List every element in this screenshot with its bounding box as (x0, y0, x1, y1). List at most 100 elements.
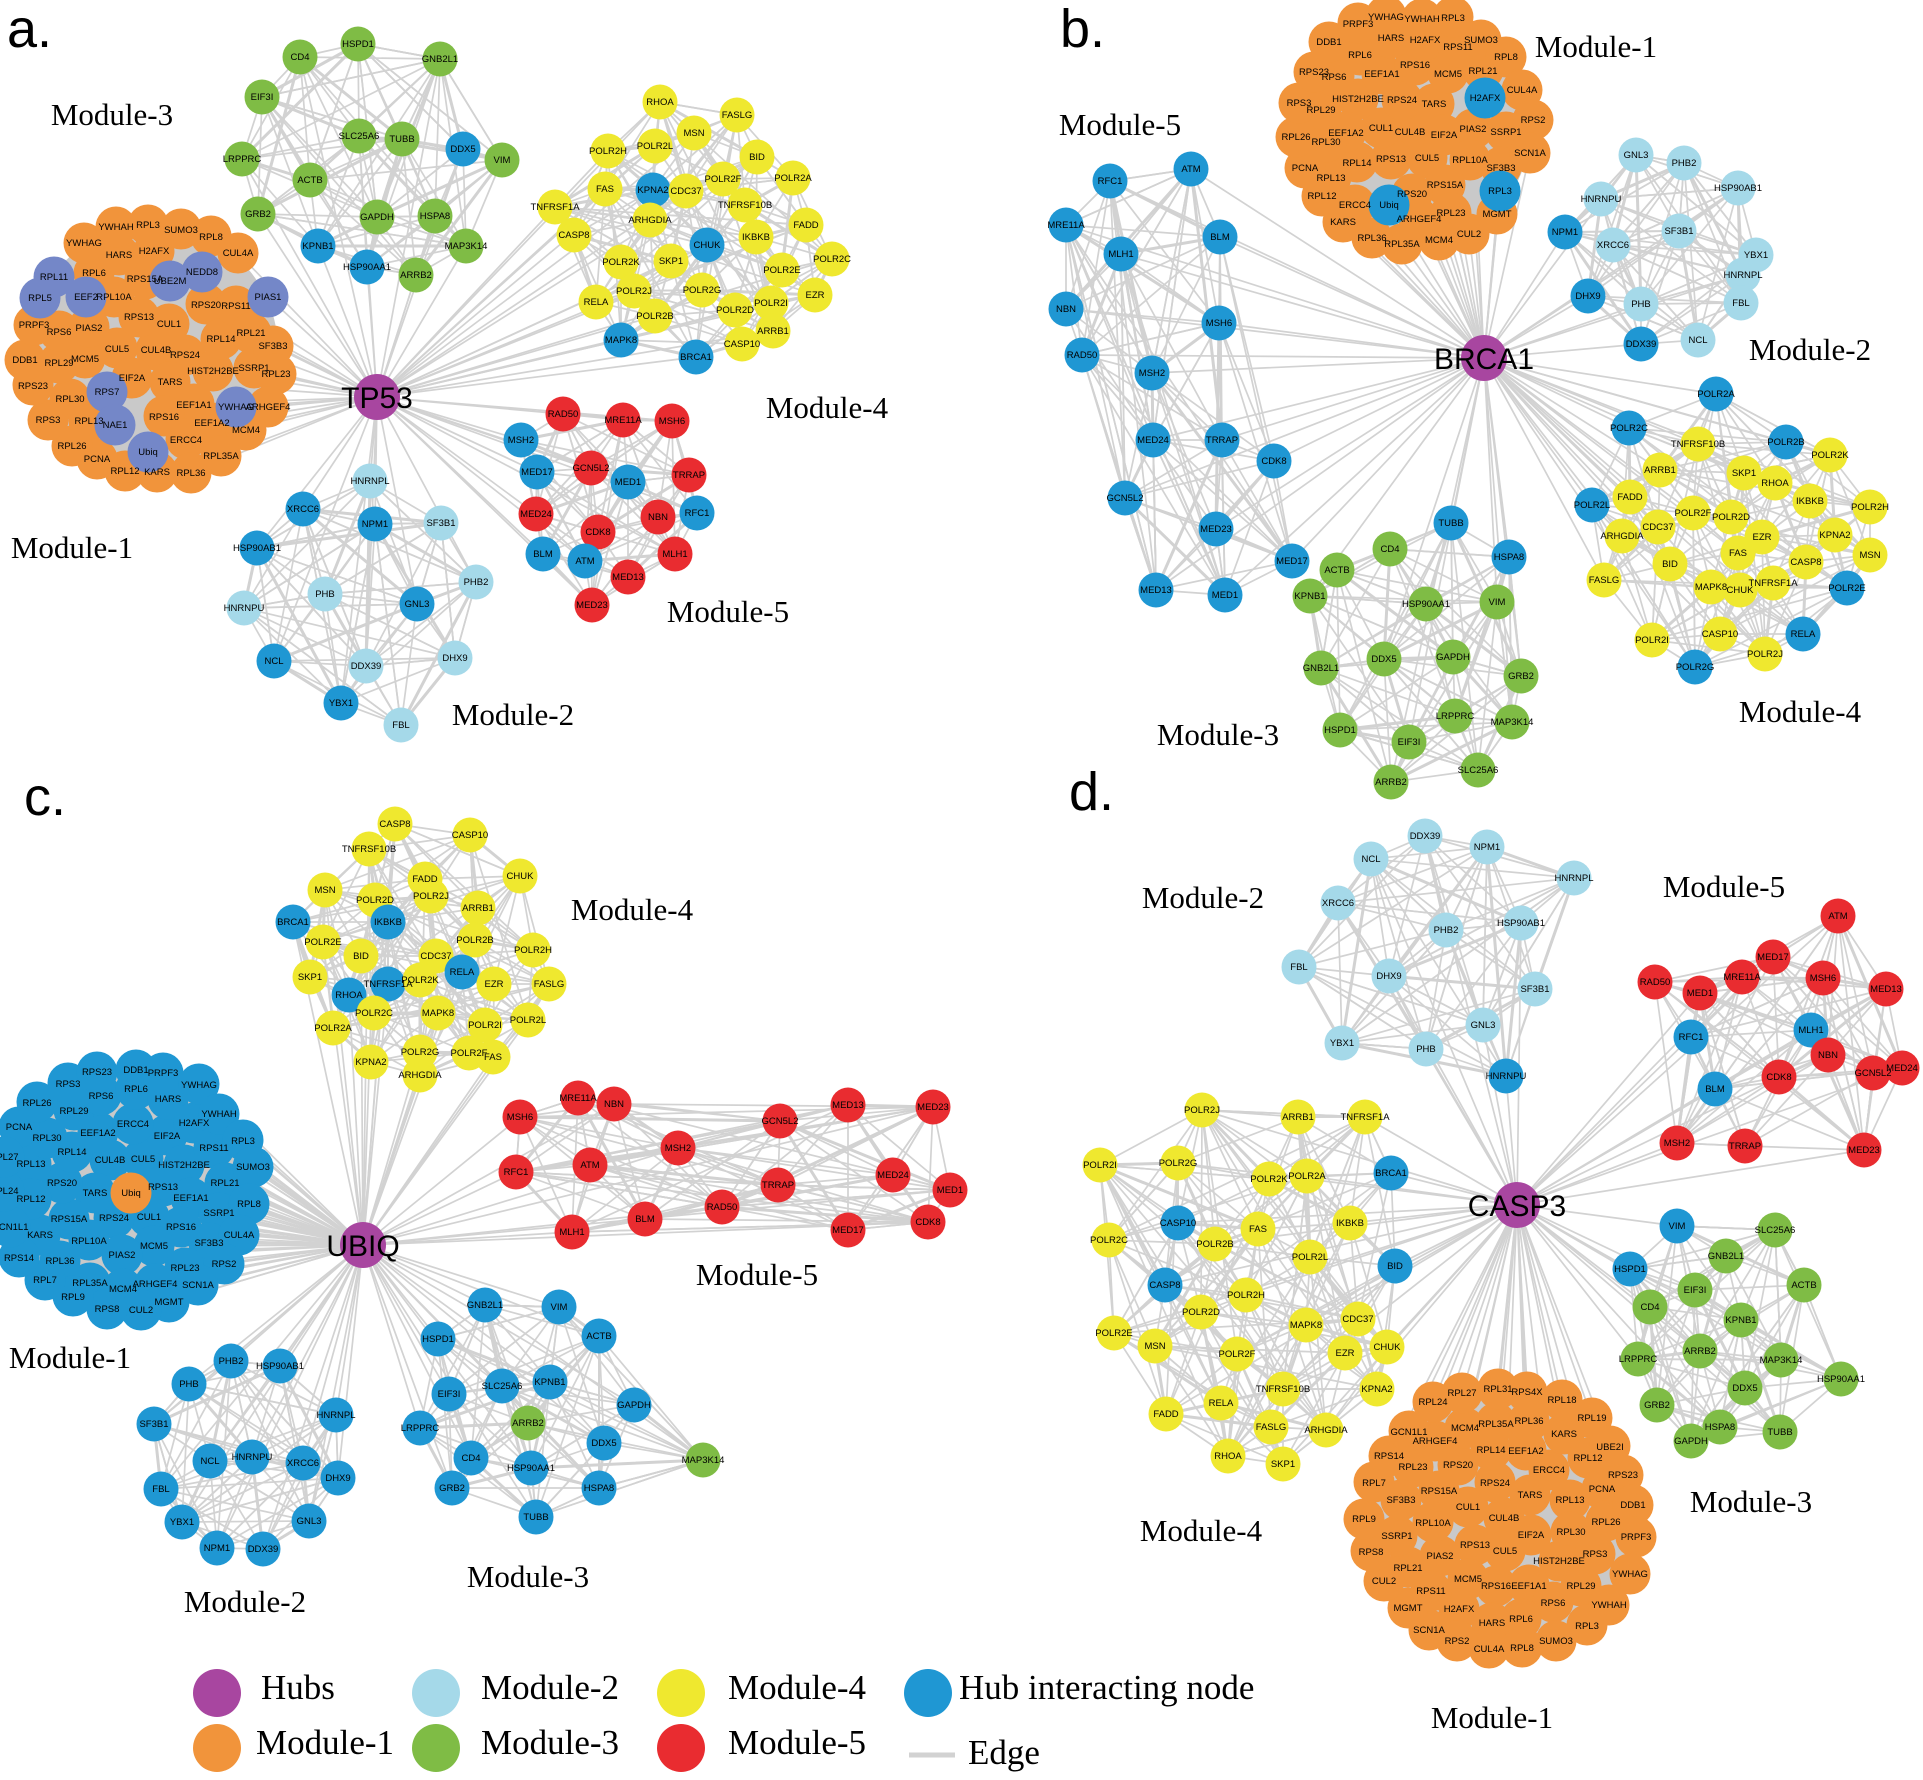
svg-text:CUL4B: CUL4B (1395, 127, 1426, 138)
svg-text:Module-2: Module-2 (184, 1584, 306, 1619)
svg-text:MED13: MED13 (832, 1100, 864, 1111)
svg-text:GNL3: GNL3 (297, 1516, 322, 1527)
svg-text:FADD: FADD (412, 874, 437, 885)
svg-text:TARS: TARS (83, 1188, 108, 1199)
svg-text:BLM: BLM (635, 1214, 655, 1225)
svg-text:RPL14: RPL14 (57, 1147, 86, 1158)
svg-text:MED13: MED13 (1140, 585, 1172, 596)
svg-text:DDX39: DDX39 (351, 661, 382, 672)
svg-text:RPL35A: RPL35A (1478, 1419, 1514, 1430)
svg-text:TUBB: TUBB (389, 134, 414, 145)
svg-text:RPL27: RPL27 (1447, 1388, 1476, 1399)
svg-text:KPNB1: KPNB1 (1725, 1315, 1756, 1326)
svg-text:EIF3I: EIF3I (1398, 737, 1421, 748)
svg-text:RPL3: RPL3 (136, 220, 160, 231)
svg-text:RPL29: RPL29 (59, 1106, 88, 1117)
svg-text:MED23: MED23 (576, 600, 608, 611)
svg-text:CDK8: CDK8 (1766, 1072, 1791, 1083)
svg-text:CD4: CD4 (290, 52, 309, 63)
svg-text:PCNA: PCNA (1589, 1484, 1616, 1495)
svg-text:GAPDH: GAPDH (1436, 652, 1470, 663)
svg-text:POLR2G: POLR2G (1676, 662, 1715, 673)
svg-text:MSH6: MSH6 (1810, 973, 1836, 984)
svg-text:PRPF3: PRPF3 (19, 320, 50, 331)
svg-text:RAD50: RAD50 (707, 1202, 738, 1213)
svg-text:SKP1: SKP1 (659, 256, 683, 267)
svg-text:SCN1A: SCN1A (182, 1280, 214, 1291)
svg-text:RPS6: RPS6 (1541, 1598, 1566, 1609)
svg-text:PHB2: PHB2 (1434, 925, 1459, 936)
svg-text:FASLG: FASLG (1256, 1422, 1287, 1433)
svg-text:POLR2G: POLR2G (401, 1047, 440, 1058)
svg-text:PIAS2: PIAS2 (109, 1250, 136, 1261)
svg-text:UBIQ: UBIQ (326, 1230, 399, 1263)
svg-text:RPS3: RPS3 (36, 415, 61, 426)
svg-text:FASLG: FASLG (534, 979, 565, 990)
svg-text:BRCA1: BRCA1 (1434, 343, 1534, 376)
svg-text:PIAS1: PIAS1 (255, 292, 282, 303)
svg-text:RPS15A: RPS15A (1427, 180, 1464, 191)
svg-text:RPS15A: RPS15A (127, 274, 164, 285)
svg-text:Module-3: Module-3 (467, 1559, 589, 1594)
svg-text:ERCC4: ERCC4 (1339, 200, 1371, 211)
svg-text:MLH1: MLH1 (1798, 1025, 1823, 1036)
svg-text:NBN: NBN (1818, 1050, 1838, 1061)
svg-text:CD4: CD4 (461, 1453, 480, 1464)
svg-text:DDX5: DDX5 (591, 1438, 616, 1449)
svg-text:MRE11A: MRE11A (1723, 972, 1761, 983)
svg-text:EZR: EZR (806, 290, 825, 301)
svg-text:POLR2J: POLR2J (616, 286, 652, 297)
svg-text:RPL6: RPL6 (1509, 1614, 1533, 1625)
svg-text:CD4: CD4 (1380, 544, 1399, 555)
svg-text:SF3B1: SF3B1 (1664, 226, 1693, 237)
svg-text:PHB: PHB (315, 589, 335, 600)
svg-text:RPS16: RPS16 (149, 412, 179, 423)
svg-text:HNRNPL: HNRNPL (316, 1410, 355, 1421)
svg-text:GCN1L1: GCN1L1 (1391, 1427, 1428, 1438)
svg-text:FADD: FADD (793, 220, 818, 231)
svg-text:RPL29: RPL29 (1566, 1581, 1595, 1592)
svg-text:HNRNPU: HNRNPU (232, 1452, 273, 1463)
svg-text:RPL19: RPL19 (1577, 1413, 1606, 1424)
svg-text:d.: d. (1069, 762, 1114, 822)
svg-text:RPL12: RPL12 (1573, 1453, 1602, 1464)
svg-text:RPL18: RPL18 (1547, 1395, 1576, 1406)
svg-text:EEF1A2: EEF1A2 (194, 418, 229, 429)
svg-text:RPL21: RPL21 (210, 1178, 239, 1189)
svg-text:SCN1A: SCN1A (1413, 1625, 1445, 1636)
svg-text:RPL35A: RPL35A (203, 451, 239, 462)
svg-text:VIM: VIM (1669, 1221, 1686, 1232)
svg-text:RELA: RELA (1791, 629, 1816, 640)
svg-text:MAPK8: MAPK8 (422, 1008, 454, 1019)
svg-text:CUL2: CUL2 (129, 1305, 153, 1316)
svg-text:RPS23: RPS23 (1299, 67, 1329, 78)
svg-text:POLR2B: POLR2B (456, 935, 494, 946)
svg-text:TUBB: TUBB (523, 1512, 548, 1523)
svg-text:ACTB: ACTB (586, 1331, 611, 1342)
svg-text:ARRB2: ARRB2 (1375, 777, 1407, 788)
svg-text:CUL1: CUL1 (1369, 123, 1393, 134)
svg-text:PHB2: PHB2 (464, 577, 489, 588)
svg-text:RPS24: RPS24 (1480, 1478, 1510, 1489)
svg-text:TRRAP: TRRAP (673, 470, 705, 481)
svg-text:RPS3: RPS3 (1287, 98, 1312, 109)
svg-text:PHB: PHB (1416, 1044, 1436, 1055)
svg-text:MED13: MED13 (1870, 984, 1902, 995)
svg-text:EIF2A: EIF2A (154, 1131, 181, 1142)
svg-text:EEF2: EEF2 (74, 292, 98, 303)
svg-text:HSP90AA1: HSP90AA1 (1402, 599, 1450, 610)
svg-text:EEF1A1: EEF1A1 (176, 400, 211, 411)
svg-text:PRPF3: PRPF3 (148, 1068, 179, 1079)
svg-text:HSPD1: HSPD1 (422, 1334, 454, 1345)
svg-text:RPS16: RPS16 (1481, 1581, 1511, 1592)
svg-text:RPS24: RPS24 (99, 1213, 129, 1224)
svg-text:RPL36: RPL36 (1514, 1416, 1543, 1427)
svg-text:RPS13: RPS13 (124, 312, 154, 323)
svg-text:EIF2A: EIF2A (119, 373, 146, 384)
svg-text:Module-4: Module-4 (766, 390, 889, 425)
svg-text:SLC25A6: SLC25A6 (339, 131, 380, 142)
svg-text:DDB1: DDB1 (1316, 37, 1341, 48)
svg-text:CUL4A: CUL4A (223, 248, 254, 259)
svg-text:NCL: NCL (1688, 335, 1707, 346)
svg-text:RPL31: RPL31 (1483, 1384, 1512, 1395)
